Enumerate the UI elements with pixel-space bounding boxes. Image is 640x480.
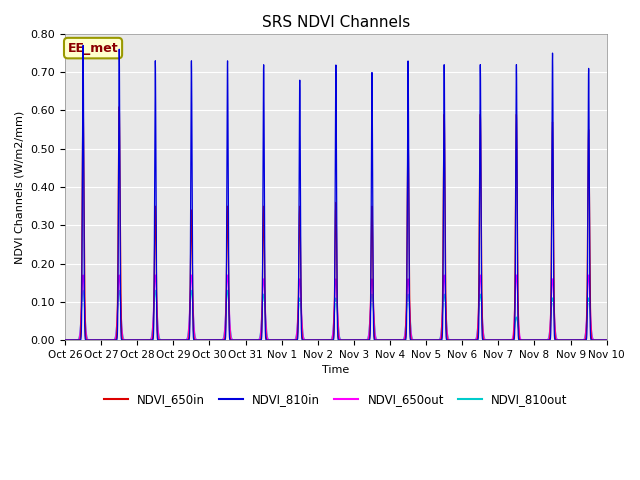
NDVI_810in bbox=[61, 337, 69, 343]
NDVI_650in bbox=[170, 337, 177, 343]
NDVI_810out bbox=[601, 337, 609, 343]
NDVI_650out bbox=[601, 337, 609, 343]
NDVI_810out bbox=[172, 337, 179, 343]
NDVI_810out bbox=[264, 336, 272, 341]
NDVI_810in bbox=[264, 337, 272, 343]
NDVI_650out bbox=[172, 337, 179, 343]
NDVI_650out bbox=[488, 337, 495, 343]
Line: NDVI_650out: NDVI_650out bbox=[65, 275, 607, 340]
Line: NDVI_810out: NDVI_810out bbox=[65, 290, 607, 340]
Title: SRS NDVI Channels: SRS NDVI Channels bbox=[262, 15, 410, 30]
Text: EE_met: EE_met bbox=[68, 42, 118, 55]
NDVI_650out bbox=[264, 336, 272, 342]
Y-axis label: NDVI Channels (W/m2/mm): NDVI Channels (W/m2/mm) bbox=[15, 110, 25, 264]
NDVI_810out bbox=[411, 337, 419, 343]
NDVI_810out bbox=[488, 337, 495, 343]
NDVI_650in bbox=[601, 337, 609, 343]
NDVI_650out bbox=[567, 337, 575, 343]
NDVI_650in bbox=[172, 337, 179, 343]
Line: NDVI_650in: NDVI_650in bbox=[65, 103, 607, 340]
NDVI_650in bbox=[79, 100, 87, 106]
NDVI_810out bbox=[177, 337, 185, 343]
NDVI_810in bbox=[603, 337, 611, 343]
NDVI_650in bbox=[411, 337, 419, 343]
NDVI_650in bbox=[603, 337, 611, 343]
NDVI_810in bbox=[411, 337, 419, 343]
NDVI_650out bbox=[79, 272, 87, 278]
NDVI_650in bbox=[61, 337, 69, 343]
NDVI_810out bbox=[61, 337, 69, 343]
NDVI_650in bbox=[488, 337, 495, 343]
Line: NDVI_810in: NDVI_810in bbox=[65, 46, 607, 340]
NDVI_810in bbox=[488, 337, 495, 343]
NDVI_810in bbox=[79, 43, 87, 48]
NDVI_650in bbox=[177, 337, 185, 343]
NDVI_810out bbox=[79, 288, 87, 293]
X-axis label: Time: Time bbox=[322, 365, 349, 375]
Legend: NDVI_650in, NDVI_810in, NDVI_650out, NDVI_810out: NDVI_650in, NDVI_810in, NDVI_650out, NDV… bbox=[99, 388, 572, 411]
NDVI_810in bbox=[601, 337, 609, 343]
NDVI_650in bbox=[264, 337, 272, 343]
NDVI_650out bbox=[603, 337, 611, 343]
NDVI_650out bbox=[411, 337, 419, 343]
NDVI_650out bbox=[177, 337, 185, 343]
NDVI_650out bbox=[61, 337, 69, 343]
NDVI_810out bbox=[603, 337, 611, 343]
NDVI_810in bbox=[177, 337, 185, 343]
NDVI_810out bbox=[495, 337, 502, 343]
NDVI_810in bbox=[172, 337, 179, 343]
